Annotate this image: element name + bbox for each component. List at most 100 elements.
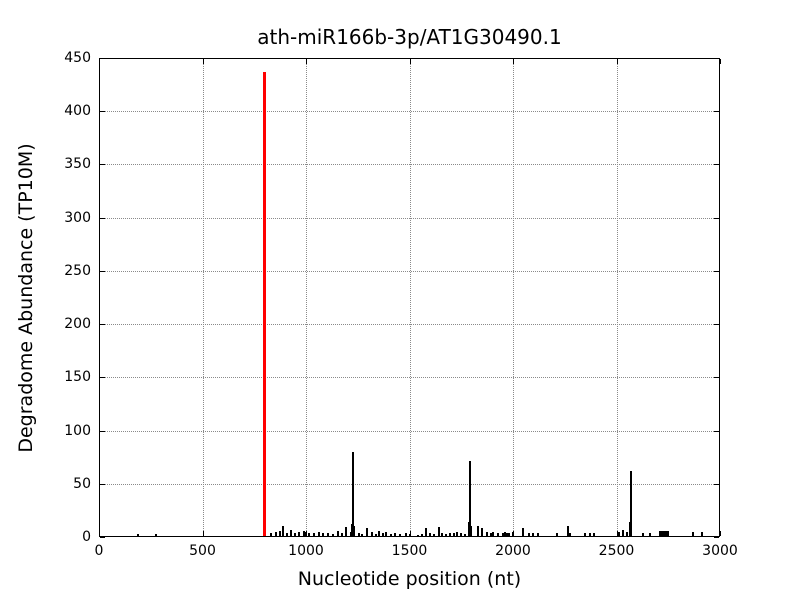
y-tick-label: 450 xyxy=(64,50,91,66)
y-tick xyxy=(100,58,105,59)
x-tick-top xyxy=(203,59,204,64)
bar xyxy=(428,532,431,537)
x-tick-label: 0 xyxy=(94,543,104,559)
bar xyxy=(566,526,569,537)
y-tick-label: 200 xyxy=(64,316,91,333)
x-tick-top xyxy=(720,59,721,64)
bar xyxy=(404,532,407,537)
bar xyxy=(536,532,539,537)
x-tick-label: 1500 xyxy=(391,543,428,559)
gridline-x-1500 xyxy=(409,58,411,537)
x-tick-label: 2500 xyxy=(598,543,635,559)
x-tick xyxy=(203,531,204,536)
x-tick xyxy=(99,531,100,536)
bar xyxy=(501,532,504,537)
bar xyxy=(583,532,586,537)
y-tick-right xyxy=(714,377,719,378)
bar xyxy=(293,532,296,537)
bar xyxy=(691,531,694,537)
bar xyxy=(503,531,506,537)
bar xyxy=(137,533,140,537)
bar xyxy=(629,471,632,537)
bar xyxy=(286,532,289,537)
highlight-bar xyxy=(263,71,267,537)
x-tick xyxy=(513,531,514,536)
y-tick xyxy=(100,324,105,325)
x-axis-label: Nucleotide position (nt) xyxy=(297,568,522,590)
bar xyxy=(327,532,330,537)
bar xyxy=(378,530,381,537)
bar xyxy=(469,526,472,537)
bar xyxy=(394,532,396,537)
bar xyxy=(308,532,311,537)
bar xyxy=(281,526,284,537)
gridline-x-2500 xyxy=(616,58,618,537)
y-tick xyxy=(100,431,105,432)
chart-title: ath-miR166b-3p/AT1G30490.1 xyxy=(257,25,562,49)
axes-spines xyxy=(99,58,720,537)
bar xyxy=(485,531,488,537)
x-tick-label: 500 xyxy=(189,543,216,559)
y-tick xyxy=(100,111,105,112)
bar xyxy=(662,530,665,537)
bar xyxy=(641,532,644,537)
bar xyxy=(625,531,628,537)
y-tick xyxy=(100,537,105,538)
bar xyxy=(505,532,508,537)
bar xyxy=(437,527,440,537)
bar xyxy=(661,530,664,537)
bar xyxy=(318,531,321,537)
bar xyxy=(331,533,334,537)
gridline-x-500 xyxy=(202,58,204,537)
bar xyxy=(666,530,669,537)
gridline-x-1000 xyxy=(306,58,307,537)
bar xyxy=(496,532,499,537)
y-tick-label: 350 xyxy=(64,156,91,173)
bar xyxy=(659,530,662,537)
bar xyxy=(621,529,624,537)
x-tick-top xyxy=(410,59,411,64)
y-tick-right xyxy=(714,58,719,59)
x-tick-label: 3000 xyxy=(702,543,738,559)
bar xyxy=(337,530,340,537)
bar xyxy=(353,526,356,537)
y-tick xyxy=(100,164,105,165)
y-tick-label: 250 xyxy=(64,262,91,279)
y-tick-right xyxy=(714,164,719,165)
bar xyxy=(468,461,471,537)
bar xyxy=(371,531,374,537)
bar xyxy=(420,533,423,537)
bar xyxy=(278,530,281,537)
y-tick-label: 400 xyxy=(64,103,91,120)
bar xyxy=(460,532,463,537)
y-tick-label: 150 xyxy=(64,369,91,386)
bar xyxy=(648,532,651,537)
bar xyxy=(617,531,620,537)
bar xyxy=(531,532,534,537)
y-tick-label: 300 xyxy=(64,209,91,226)
bar xyxy=(375,533,378,537)
bar xyxy=(298,531,301,537)
x-tick-top xyxy=(513,59,514,64)
x-tick xyxy=(617,531,618,536)
y-tick-label: 100 xyxy=(64,422,91,439)
bar xyxy=(350,531,353,537)
bar xyxy=(154,533,157,537)
bar xyxy=(425,528,428,537)
x-tick xyxy=(410,531,411,536)
bar xyxy=(322,532,325,537)
bar xyxy=(408,533,411,537)
bar xyxy=(476,526,479,537)
bar xyxy=(399,533,402,537)
x-tick xyxy=(306,531,307,536)
bar xyxy=(452,532,455,537)
y-tick xyxy=(100,377,105,378)
y-tick-right xyxy=(714,111,719,112)
y-tick-label: 50 xyxy=(73,475,91,492)
bar xyxy=(588,532,591,537)
bar xyxy=(366,528,369,537)
y-tick-right xyxy=(714,271,719,272)
bar xyxy=(382,532,384,537)
x-tick-label: 2000 xyxy=(495,543,531,559)
bar xyxy=(464,533,467,537)
